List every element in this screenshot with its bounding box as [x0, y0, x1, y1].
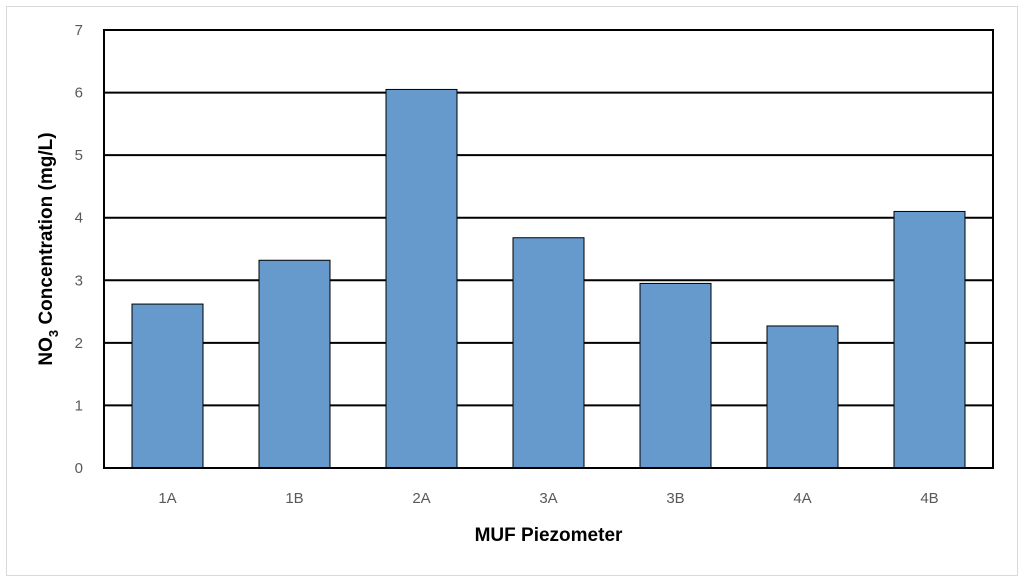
bar-3B [639, 282, 712, 469]
gridlines [104, 91, 993, 407]
y-axis-title-subscript: 3 [46, 330, 61, 337]
x-axis-title: MUF Piezometer [475, 525, 623, 546]
bar-4A [766, 325, 839, 469]
y-axis-title-suffix: Concentration (mg/L) [36, 132, 57, 329]
x-tick-labels: 1A 1B 2A 3A 3B 4A 4B [158, 490, 938, 507]
x-tick-label: 2A [412, 490, 430, 507]
y-axis-title: NO3 Concentration (mg/L) [36, 132, 61, 365]
bar-4B [893, 210, 966, 469]
x-tick-label: 1B [285, 490, 303, 507]
y-tick-label: 4 [75, 210, 83, 227]
y-tick-label: 0 [75, 460, 83, 477]
y-tick-label: 7 [75, 22, 83, 39]
chart-frame [6, 6, 1018, 576]
y-tick-label: 3 [75, 272, 83, 289]
y-axis-title-prefix: NO [36, 337, 57, 366]
bar-3A [512, 237, 585, 469]
y-tick-label: 2 [75, 335, 83, 352]
y-tick-label: 1 [75, 397, 83, 414]
plot-area-border [103, 29, 994, 469]
x-tick-label: 1A [158, 490, 176, 507]
y-tick-labels: 0 1 2 3 4 5 6 7 [75, 22, 83, 477]
x-tick-label: 3A [539, 490, 557, 507]
bar-2A [385, 88, 458, 469]
x-tick-label: 3B [666, 490, 684, 507]
y-tick-label: 5 [75, 147, 83, 164]
x-tick-label: 4B [920, 490, 938, 507]
bar-1B [258, 259, 331, 469]
x-tick-label: 4A [793, 490, 811, 507]
y-tick-label: 6 [75, 85, 83, 102]
bar-1A [131, 303, 204, 469]
bars [131, 88, 966, 469]
